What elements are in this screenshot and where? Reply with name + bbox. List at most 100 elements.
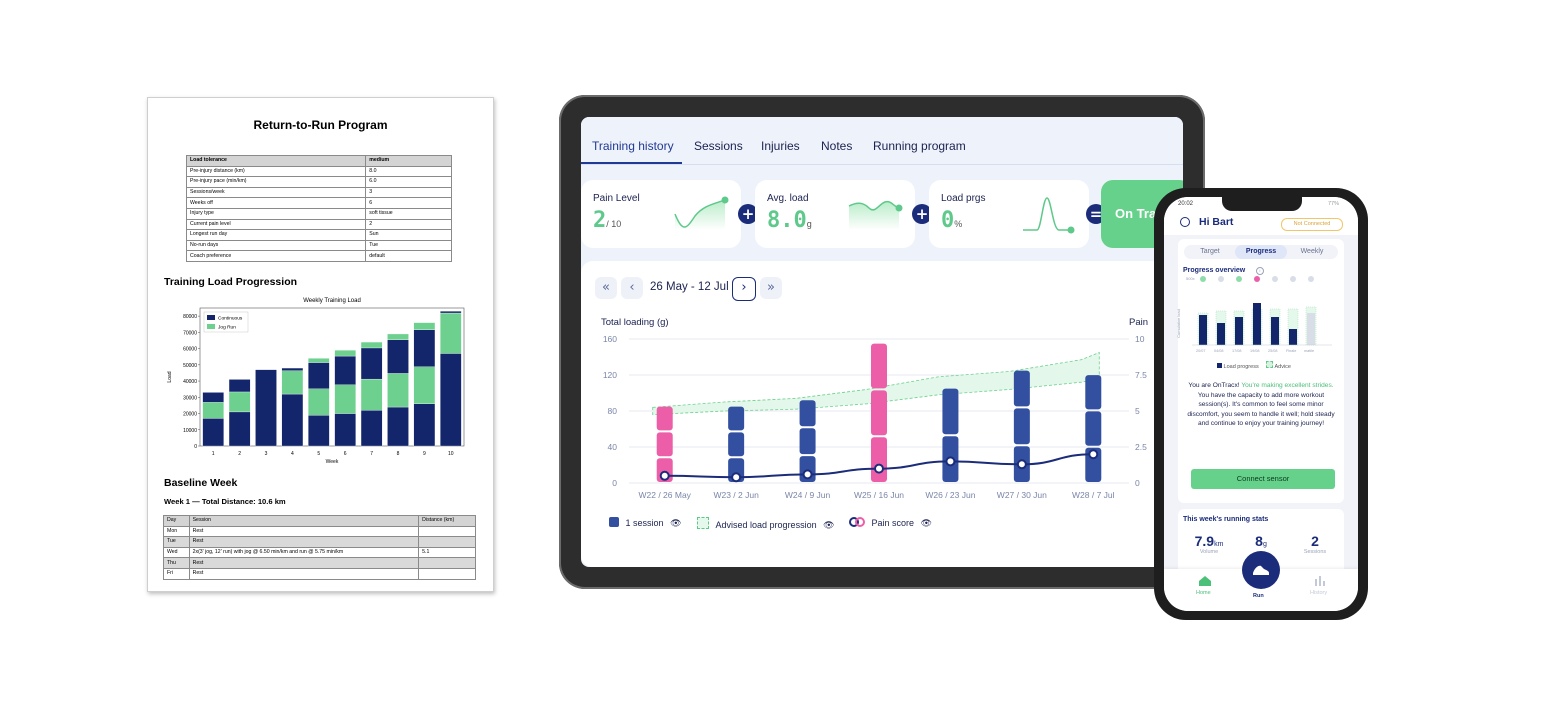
- legend-pain-label: Pain score: [871, 518, 915, 528]
- progress-card: Target Progress Weekly Progress overview…: [1176, 239, 1344, 503]
- bar-segment: [281, 393, 304, 447]
- profile-cell: Load tolerance: [185, 155, 367, 167]
- first-period-button[interactable]: «: [595, 277, 617, 299]
- legend-session[interactable]: 1 session 👁: [609, 517, 682, 529]
- week-header-row: Day Session Distance (km): [163, 515, 476, 527]
- tab-notes[interactable]: Notes: [821, 139, 853, 153]
- week-cell: 2x(3' jog, 12' run) with jog @ 6.50 min/…: [188, 546, 420, 559]
- week-cell: Rest: [188, 525, 420, 538]
- load-bar-future: [1307, 313, 1315, 345]
- segment-progress[interactable]: Progress: [1235, 245, 1287, 259]
- legend-session-label: 1 session: [625, 518, 664, 528]
- y2-tick-label: 10: [1135, 334, 1145, 344]
- profile-cell: soft tissue: [365, 207, 452, 220]
- phone-notch: [1222, 197, 1302, 211]
- profile-cell: Longest run day: [185, 229, 367, 241]
- legend-pain[interactable]: Pain score 👁: [849, 517, 932, 529]
- user-icon[interactable]: [1180, 217, 1190, 227]
- home-icon[interactable]: [1198, 574, 1212, 586]
- info-icon[interactable]: i: [1256, 267, 1264, 275]
- avg-load-label: Avg. load: [767, 193, 809, 204]
- eye-icon[interactable]: 👁: [920, 518, 932, 528]
- nav-history[interactable]: History: [1310, 590, 1328, 596]
- baseline-section-heading: Baseline Week: [164, 477, 238, 489]
- xlabel: Finale: [1286, 349, 1297, 353]
- tab-sessions[interactable]: Sessions: [694, 139, 743, 153]
- y-tick-label: 40000: [183, 379, 197, 385]
- week-cell: [418, 536, 476, 548]
- y-axis-label: Load: [167, 371, 173, 382]
- segment-weekly[interactable]: Weekly: [1300, 248, 1324, 255]
- chart-title: Weekly Training Load: [303, 298, 361, 304]
- week-cell: [418, 557, 476, 569]
- legend-advice: Advice: [1274, 364, 1291, 370]
- x-tick-label: 8: [397, 451, 400, 457]
- bar-segment: [360, 347, 383, 380]
- pain-point: [731, 472, 742, 483]
- week-header-cell: Day: [163, 515, 190, 527]
- nav-run[interactable]: Run: [1253, 593, 1264, 599]
- bar-segment: [202, 418, 224, 447]
- avg-load-value: 8.0g: [767, 208, 812, 233]
- tab-divider: [581, 164, 1183, 165]
- y-tick-label: 120: [603, 370, 617, 380]
- previous-period-button[interactable]: ‹: [621, 277, 643, 299]
- profile-row: Coach preference default: [185, 250, 452, 262]
- week-header-cell: Session: [188, 515, 420, 527]
- history-icon[interactable]: [1314, 574, 1326, 586]
- pain-level-value: 2/ 10: [593, 208, 621, 233]
- last-period-button[interactable]: »: [760, 277, 782, 299]
- session-bar: [1013, 408, 1030, 445]
- plus-icon: +: [738, 204, 758, 224]
- pain-sparkline: [674, 196, 729, 230]
- next-period-button[interactable]: ›: [732, 277, 756, 301]
- avg-load-card[interactable]: Avg. load 8.0g: [755, 180, 915, 248]
- profile-row: Current pain level 2: [185, 218, 452, 231]
- x-tick-label: 9: [423, 451, 426, 457]
- bar-segment: [308, 415, 330, 447]
- stat-load: 8g: [1236, 533, 1286, 549]
- segment-target[interactable]: Target: [1200, 248, 1220, 255]
- y-tick-label: 60000: [183, 347, 197, 353]
- legend-advised[interactable]: Advised load progression 👁: [697, 517, 835, 531]
- day-dot: [1218, 276, 1224, 282]
- profile-cell: default: [365, 250, 452, 262]
- training-load-chart: 0 0 40 2.5 80 5 120 7.5 160 10 W22 / 26 May W23 / 2…: [603, 334, 1147, 500]
- run-button[interactable]: [1242, 551, 1280, 589]
- x-tick-label: W24 / 9 Jun: [785, 490, 831, 500]
- stat-volume-unit: km: [1214, 541, 1224, 548]
- bar-segment: [413, 322, 436, 330]
- load-progress-label: Load prgs: [941, 193, 986, 204]
- y2-tick-label: 2.5: [1135, 442, 1147, 452]
- profile-table: Load tolerance medium Pre-injury distance …: [185, 155, 452, 262]
- week-cell: Rest: [188, 567, 420, 580]
- overview-x-labels: 20/07 04/08 17/08 19/08 25/08 Finale mat…: [1192, 349, 1338, 357]
- profile-cell: 8.0: [365, 165, 452, 178]
- tab-running-program[interactable]: Running program: [873, 139, 966, 153]
- tab-injuries[interactable]: Injuries: [761, 139, 800, 153]
- nav-home[interactable]: Home: [1196, 590, 1211, 596]
- load-progress-card[interactable]: Load prgs 0%: [929, 180, 1089, 248]
- shoe-icon: [1253, 565, 1269, 575]
- eye-icon[interactable]: 👁: [823, 520, 835, 530]
- profile-cell: 2: [365, 218, 452, 231]
- plus-icon: +: [912, 204, 932, 224]
- x-tick-label: 4: [291, 451, 294, 457]
- eye-icon[interactable]: 👁: [670, 518, 682, 528]
- session-bar: [799, 400, 816, 427]
- stat-sessions-value: 2: [1311, 533, 1319, 549]
- pain-level-card[interactable]: Pain Level 2/ 10: [581, 180, 741, 248]
- xlabel: 04/08: [1214, 349, 1224, 353]
- session-bar: [1013, 370, 1030, 407]
- coach-message: You are OnTracx! You're making excellent…: [1186, 381, 1336, 429]
- profile-cell: medium: [365, 155, 452, 167]
- pain-level-label: Pain Level: [593, 193, 640, 204]
- load-sparkline: [848, 200, 903, 230]
- tab-training-history[interactable]: Training history: [592, 139, 674, 153]
- connect-sensor-button[interactable]: Connect sensor: [1191, 469, 1335, 489]
- stats-title: This week's running stats: [1183, 516, 1269, 523]
- week-row: Thu Rest: [163, 557, 476, 569]
- connection-badge[interactable]: Not Connected: [1281, 218, 1343, 231]
- bar-segment: [413, 366, 436, 404]
- week-row: Wed 2x(3' jog, 12' run) with jog @ 6.50 m…: [163, 546, 476, 559]
